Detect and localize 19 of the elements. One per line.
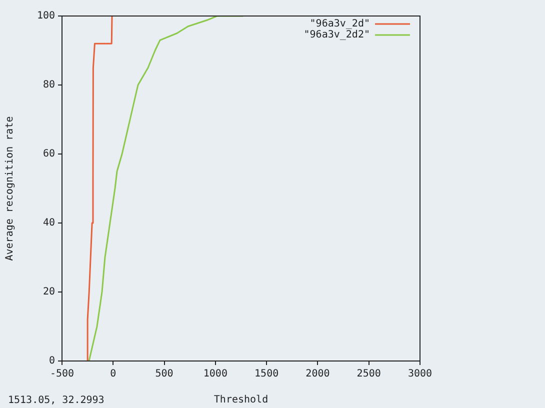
x-tick-label: 1500 [254,368,279,380]
y-axis-title: Average recognition rate [4,116,16,261]
y-tick-label: 80 [42,80,55,91]
x-axis-title: Threshold [214,394,268,406]
x-tick-label: 2500 [356,368,381,380]
x-tick-label: -500 [50,368,74,380]
x-tick-label: 0 [110,368,116,380]
x-tick-label: 500 [155,368,174,380]
y-tick-label: 60 [42,148,55,160]
y-tick-label: 40 [42,218,55,229]
legend-label: "96a3v_2d2" [304,30,370,41]
y-tick-label: 20 [42,286,55,298]
x-tick-label: 1000 [203,368,228,380]
x-tick-label: 2000 [306,368,330,380]
y-tick-label: 0 [48,356,55,367]
y-tick-label: 100 [36,10,55,22]
legend-label: "96a3v_2d" [310,18,370,30]
x-tick-label: 3000 [408,368,432,380]
text: 1513.05, 32.2993 [8,395,104,406]
